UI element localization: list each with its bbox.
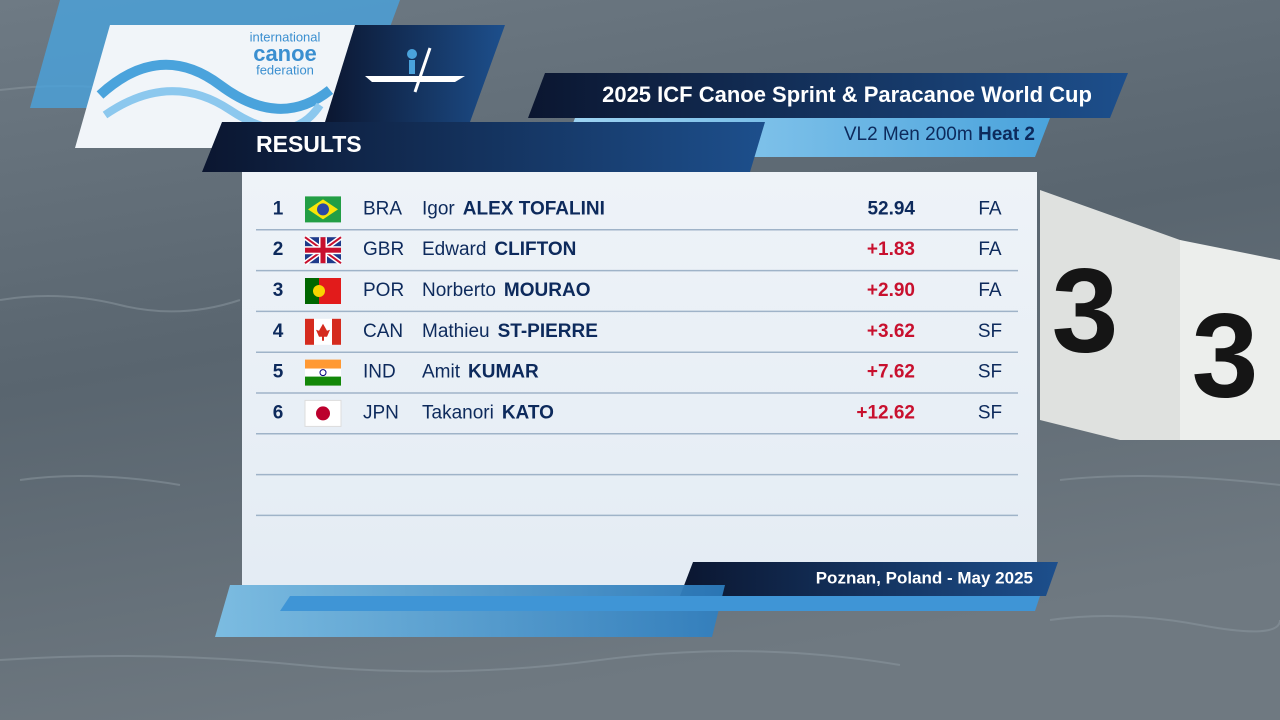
results-panel bbox=[242, 172, 1037, 585]
buoy-number: 3 bbox=[1192, 289, 1259, 423]
flag bbox=[303, 235, 343, 266]
athlete-name: Igor ALEX TOFALINI bbox=[422, 198, 605, 219]
first-name: Edward bbox=[422, 239, 486, 260]
athlete-name: Takanori KATO bbox=[422, 402, 554, 423]
rank: 2 bbox=[273, 239, 284, 260]
first-name: Amit bbox=[422, 362, 461, 383]
qualification: SF bbox=[978, 321, 1002, 342]
last-name: ALEX TOFALINI bbox=[463, 198, 605, 219]
flag-part bbox=[332, 318, 341, 345]
last-name: KUMAR bbox=[468, 362, 539, 383]
rank: 6 bbox=[273, 402, 284, 423]
country-code: IND bbox=[363, 362, 396, 383]
country-code: JPN bbox=[363, 402, 399, 423]
time: +12.62 bbox=[856, 402, 915, 423]
flag bbox=[305, 196, 341, 223]
buoy: 3 3 bbox=[1040, 190, 1280, 440]
first-name: Mathieu bbox=[422, 321, 490, 342]
flag-part bbox=[305, 278, 319, 304]
buoy-number: 3 bbox=[1052, 244, 1119, 378]
result-row: 1 BRA Igor ALEX TOFALINI 52.94 FA bbox=[273, 196, 1002, 223]
title: 2025 ICF Canoe Sprint & Paracanoe World … bbox=[602, 82, 1092, 107]
flag-part bbox=[305, 359, 341, 369]
time: +7.62 bbox=[867, 362, 915, 383]
logo-text: federation bbox=[256, 62, 314, 77]
flag-part bbox=[316, 406, 330, 421]
flag-part bbox=[313, 285, 325, 297]
result-row: 5 IND Amit KUMAR +7.62 SF bbox=[273, 359, 1002, 386]
country-code: CAN bbox=[363, 321, 403, 342]
title-bar bbox=[528, 73, 1128, 118]
flag-part bbox=[305, 368, 341, 377]
flag bbox=[305, 359, 341, 386]
first-name: Norberto bbox=[422, 280, 496, 301]
section-title: RESULTS bbox=[256, 131, 362, 157]
heat-name: Heat 2 bbox=[978, 124, 1035, 145]
rank: 1 bbox=[273, 198, 284, 219]
logo-text: canoe bbox=[253, 41, 317, 66]
results-table: 1 BRA Igor ALEX TOFALINI 52.94 FA 2 GBR Edward CL… bbox=[256, 196, 1018, 517]
footer-location: Poznan, Poland - May 2025 bbox=[816, 568, 1033, 587]
result-row: 2 GBR Edward CLIFTON +1.83 FA bbox=[273, 235, 1002, 266]
flag-part bbox=[305, 247, 341, 253]
first-name: Takanori bbox=[422, 402, 494, 423]
flag bbox=[305, 318, 341, 345]
time: 52.94 bbox=[867, 198, 915, 219]
rank: 5 bbox=[273, 362, 284, 383]
result-row: 3 POR Norberto MOURAO +2.90 FA bbox=[273, 278, 1002, 304]
result-row: 4 CAN Mathieu ST-PIERRE +3.62 SF bbox=[273, 318, 1002, 345]
athlete-name: Edward CLIFTON bbox=[422, 239, 576, 260]
last-name: KATO bbox=[502, 402, 554, 423]
flag-part bbox=[305, 318, 314, 345]
country-code: GBR bbox=[363, 239, 404, 260]
canoe-icon bbox=[365, 47, 465, 93]
time: +1.83 bbox=[867, 239, 915, 260]
qualification: FA bbox=[978, 280, 1002, 301]
time: +2.90 bbox=[867, 280, 915, 301]
first-name: Igor bbox=[422, 198, 455, 219]
footer-stripe bbox=[280, 596, 1040, 611]
flag bbox=[304, 399, 342, 427]
last-name: MOURAO bbox=[504, 280, 591, 301]
qualification: FA bbox=[978, 239, 1002, 260]
footer-bar bbox=[680, 562, 1058, 596]
subtitle: VL2 Men 200m Heat 2 bbox=[844, 124, 1035, 145]
qualification: FA bbox=[978, 198, 1002, 219]
flag-part bbox=[317, 203, 329, 216]
athlete-name: Norberto MOURAO bbox=[422, 280, 590, 301]
country-code: BRA bbox=[363, 198, 402, 219]
flag-part bbox=[319, 369, 327, 377]
logo-wave bbox=[96, 59, 334, 114]
last-name: CLIFTON bbox=[494, 239, 576, 260]
flag bbox=[305, 278, 341, 304]
qualification: SF bbox=[978, 402, 1002, 423]
rank: 4 bbox=[273, 321, 284, 342]
last-name: ST-PIERRE bbox=[498, 321, 598, 342]
time: +3.62 bbox=[867, 321, 915, 342]
flag-part bbox=[305, 376, 341, 386]
result-row: 6 JPN Takanori KATO +12.62 SF bbox=[273, 399, 1002, 427]
athlete-name: Amit KUMAR bbox=[422, 362, 539, 383]
qualification: SF bbox=[978, 362, 1002, 383]
flag-part bbox=[316, 323, 330, 341]
section-bar bbox=[202, 122, 765, 172]
event-name: VL2 Men 200m bbox=[844, 124, 973, 145]
logo-text: international bbox=[250, 29, 321, 44]
athlete-name: Mathieu ST-PIERRE bbox=[422, 321, 598, 342]
country-code: POR bbox=[363, 280, 404, 301]
rank: 3 bbox=[273, 280, 284, 301]
